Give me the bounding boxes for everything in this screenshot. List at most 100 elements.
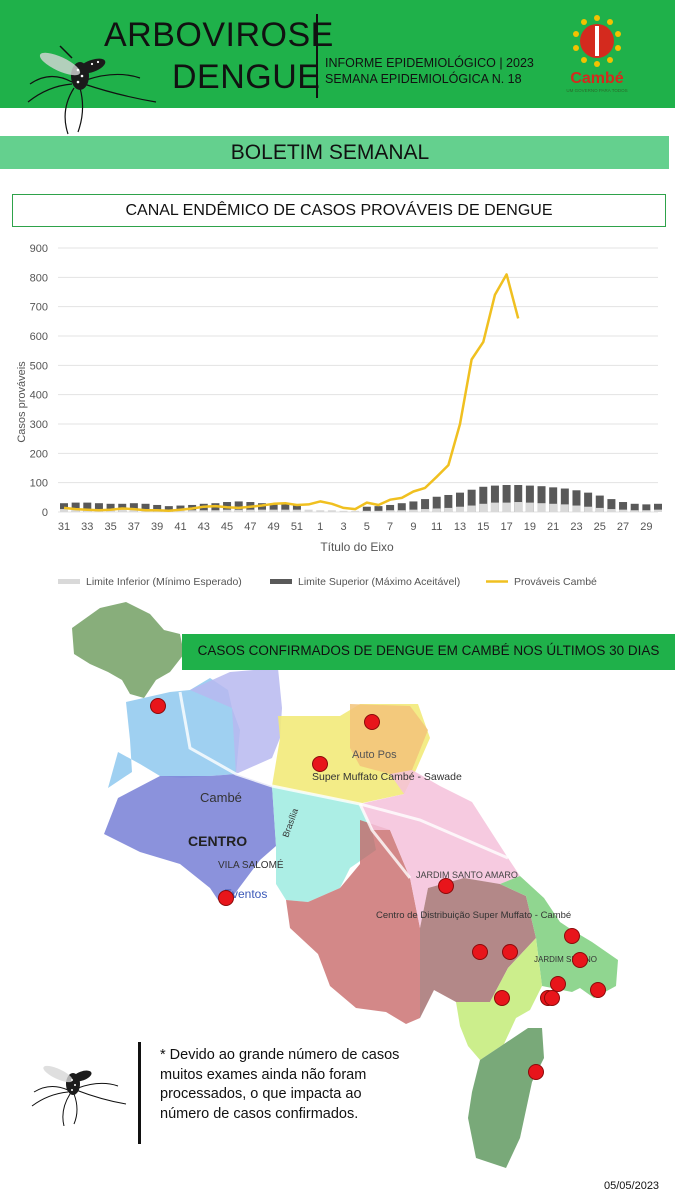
- bar-lower-limit: [421, 509, 430, 512]
- bar-upper-limit: [409, 501, 418, 512]
- bar-lower-limit: [467, 505, 476, 512]
- x-tick-label: 17: [500, 521, 512, 533]
- bar-upper-limit: [71, 502, 80, 512]
- x-tick-label: 39: [151, 521, 163, 533]
- bar-lower-limit: [129, 509, 138, 512]
- bar-lower-limit: [409, 509, 418, 512]
- bar-lower-limit: [234, 509, 243, 512]
- bar-upper-limit: [490, 485, 499, 512]
- y-tick-label: 700: [30, 302, 48, 314]
- bar-lower-limit: [118, 509, 127, 512]
- legend-label: Prováveis Cambé: [514, 576, 597, 588]
- bar-lower-limit: [327, 510, 336, 512]
- bar-upper-limit: [153, 504, 162, 512]
- map-label-centro-distribuicao: Centro de Distribuição Super Muffato - C…: [376, 910, 571, 921]
- x-tick-label: 13: [454, 521, 466, 533]
- map-label-eventos: Eventos: [224, 887, 267, 901]
- legend-swatch: [58, 579, 80, 584]
- bar-lower-limit: [479, 503, 488, 512]
- case-marker: [312, 756, 328, 772]
- bar-lower-limit: [223, 509, 232, 512]
- bar-upper-limit: [386, 504, 395, 512]
- bar-upper-limit: [479, 486, 488, 512]
- bar-upper-limit: [607, 499, 616, 512]
- case-marker: [364, 714, 380, 730]
- bar-lower-limit: [60, 509, 68, 512]
- header-title-line1: ARBOVIROSE: [104, 16, 334, 54]
- district-silvino: [500, 876, 618, 998]
- confirmed-cases-title: CASOS CONFIRMADOS DE DENGUE EM CAMBÉ NOS…: [197, 643, 660, 658]
- bar-upper-limit: [421, 499, 430, 512]
- y-tick-label: 500: [30, 360, 48, 372]
- district-far-south: [468, 1028, 544, 1168]
- x-tick-label: 29: [640, 521, 652, 533]
- report-date: 05/05/2023: [604, 1180, 660, 1192]
- x-tick-label: 11: [431, 521, 442, 533]
- map-label-santo-amaro: JARDIM SANTO AMARO: [416, 870, 518, 880]
- district-brasilia: [272, 786, 376, 902]
- bar-lower-limit: [549, 503, 558, 512]
- bar-upper-limit: [106, 503, 115, 512]
- bar-lower-limit: [642, 510, 651, 512]
- case-marker: [590, 982, 606, 998]
- bar-upper-limit: [502, 485, 511, 512]
- mosquito-icon: [31, 1065, 127, 1126]
- bar-lower-limit: [374, 510, 383, 512]
- bar-lower-limit: [316, 510, 325, 512]
- bar-upper-limit: [94, 503, 103, 512]
- report-info-line2: SEMANA EPIDEMIOLÓGICA N. 18: [325, 72, 522, 86]
- bar-upper-limit: [444, 494, 453, 512]
- bar-upper-limit: [269, 503, 278, 512]
- chart-title: CANAL ENDÊMICO DE CASOS PROVÁVEIS DE DEN…: [125, 202, 553, 219]
- note-divider: [138, 1042, 141, 1144]
- bulletin-title: BOLETIM SEMANAL: [230, 141, 430, 164]
- bar-upper-limit: [642, 504, 651, 512]
- bar-upper-limit: [572, 490, 581, 512]
- x-tick-label: 27: [617, 521, 629, 533]
- district-north: [190, 668, 282, 774]
- bar-upper-limit: [654, 503, 662, 512]
- bar-upper-limit: [630, 503, 639, 512]
- x-tick-label: 37: [128, 521, 140, 533]
- bar-lower-limit: [560, 504, 569, 512]
- confirmed-cases-banner: [182, 634, 675, 670]
- case-marker: [218, 890, 234, 906]
- x-tick-label: 41: [174, 521, 186, 533]
- bar-upper-limit: [525, 485, 534, 512]
- bar-lower-limit: [199, 510, 208, 512]
- bar-upper-limit: [432, 496, 441, 512]
- x-tick-label: 19: [524, 521, 536, 533]
- report-info-line1: INFORME EPIDEMIOLÓGICO | 2023: [325, 56, 534, 70]
- city-logo-tagline: UM GOVERNO PARA TODOS: [566, 88, 628, 93]
- map-label-centro: CENTRO: [188, 833, 247, 849]
- bar-lower-limit: [502, 502, 511, 512]
- bar-upper-limit: [141, 503, 150, 512]
- y-tick-label: 200: [30, 448, 48, 460]
- map-label-cambe: Cambé: [200, 790, 242, 805]
- bar-lower-limit: [339, 510, 348, 512]
- bar-upper-limit: [362, 506, 371, 512]
- series-line-provaveis: [63, 273, 520, 513]
- x-tick-label: 23: [570, 521, 582, 533]
- district-santo-amaro: [360, 770, 520, 928]
- processing-note: * Devido ao grande número de casos muito…: [160, 1047, 400, 1122]
- x-tick-label: 1: [317, 521, 323, 533]
- bar-lower-limit: [246, 509, 255, 512]
- city-map: Cambé CENTRO VILA SALOMÉ Super Muffato C…: [72, 602, 618, 1168]
- case-marker: [438, 878, 454, 894]
- bar-lower-limit: [432, 508, 441, 512]
- bar-lower-limit: [584, 506, 593, 512]
- x-tick-label: 43: [198, 521, 210, 533]
- bar-lower-limit: [572, 505, 581, 512]
- y-tick-label: 900: [30, 243, 48, 255]
- bar-upper-limit: [258, 503, 266, 512]
- x-tick-label: 49: [268, 521, 280, 533]
- bar-upper-limit: [456, 492, 464, 512]
- chart-legend: Limite Inferior (Mínimo Esperado) Limite …: [58, 576, 597, 588]
- bar-lower-limit: [292, 509, 301, 512]
- case-marker: [494, 990, 510, 1006]
- bar-lower-limit: [537, 503, 546, 512]
- bar-lower-limit: [176, 510, 185, 512]
- bar-lower-limit: [525, 502, 534, 512]
- chart-x-ticks: 31 33 35 37 39 41 43 45 47 49 51 1 3 5 7 9 11 13 15 17 19 21 2…: [58, 521, 653, 533]
